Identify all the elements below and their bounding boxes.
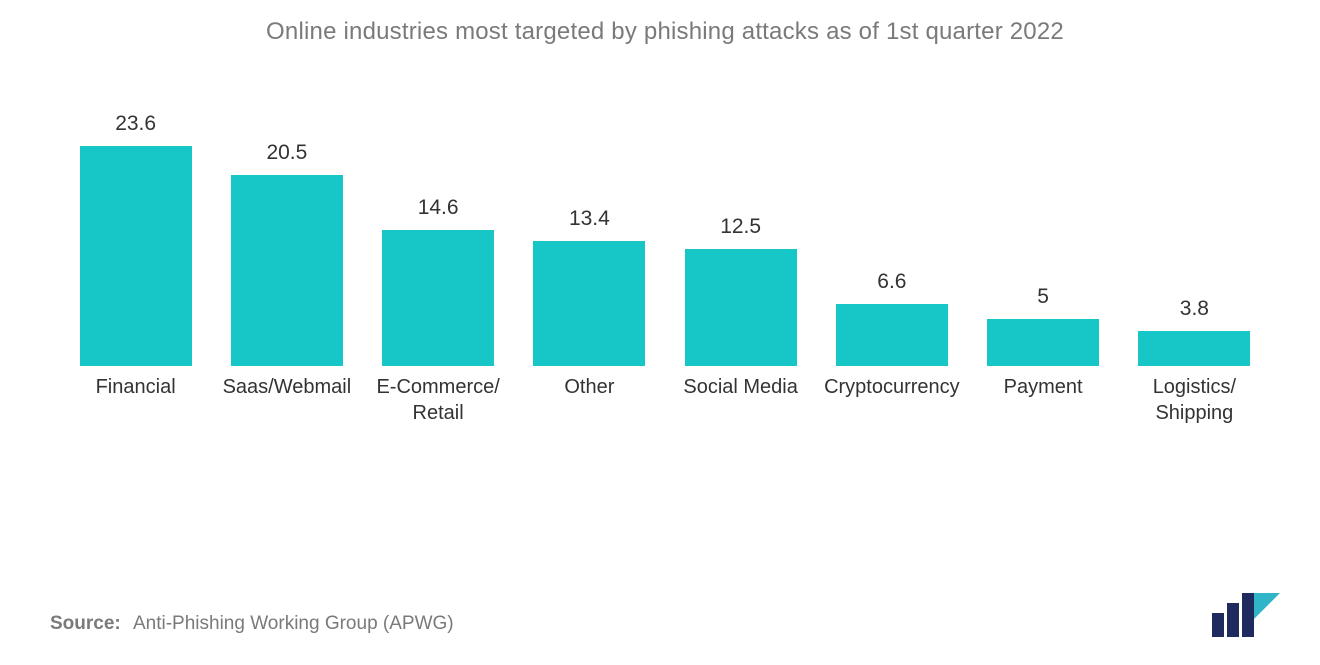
bar-value-label: 5 xyxy=(1037,285,1049,309)
bar xyxy=(80,146,192,366)
bar-value-label: 20.5 xyxy=(266,141,307,165)
chart-container: Online industries most targeted by phish… xyxy=(0,0,1320,665)
bar-group: 23.6 xyxy=(60,112,211,366)
bar-value-label: 3.8 xyxy=(1180,297,1209,321)
bar-group: 6.6 xyxy=(816,270,967,366)
bar-value-label: 12.5 xyxy=(720,215,761,239)
bar-group: 14.6 xyxy=(363,196,514,366)
chart-title: Online industries most targeted by phish… xyxy=(50,18,1280,46)
category-axis: Financial Saas/​Webmail E-Commerce/​Reta… xyxy=(50,366,1280,426)
bar-group: 3.8 xyxy=(1119,297,1270,366)
chart-plot-area: 23.6 20.5 14.6 13.4 12.5 6.6 5 3.8 xyxy=(50,116,1280,366)
source-attribution: Source: Anti-Phishing Working Group (APW… xyxy=(50,613,454,635)
bar-value-label: 14.6 xyxy=(418,196,459,220)
bar-value-label: 6.6 xyxy=(877,270,906,294)
bar xyxy=(1138,331,1250,366)
mordor-logo-icon xyxy=(1210,591,1280,637)
bar xyxy=(836,304,948,366)
bar xyxy=(231,175,343,366)
category-label: Cryptocurrency xyxy=(816,374,967,426)
bar-group: 20.5 xyxy=(211,141,362,366)
bar-value-label: 23.6 xyxy=(115,112,156,136)
bar xyxy=(382,230,494,366)
source-label: Source: xyxy=(50,613,121,634)
bar-group: 5 xyxy=(968,285,1119,366)
category-label: Financial xyxy=(60,374,211,426)
bar xyxy=(685,249,797,366)
category-label: E-Commerce/​Retail xyxy=(363,374,514,426)
bar-value-label: 13.4 xyxy=(569,207,610,231)
source-text: Anti-Phishing Working Group (APWG) xyxy=(133,613,454,634)
category-label: Payment xyxy=(968,374,1119,426)
bar xyxy=(533,241,645,366)
category-label: Social Media xyxy=(665,374,816,426)
bar-group: 13.4 xyxy=(514,207,665,366)
category-label: Logistics/​Shipping xyxy=(1119,374,1270,426)
category-label: Other xyxy=(514,374,665,426)
bar-group: 12.5 xyxy=(665,215,816,366)
bar xyxy=(987,319,1099,366)
category-label: Saas/​Webmail xyxy=(211,374,362,426)
